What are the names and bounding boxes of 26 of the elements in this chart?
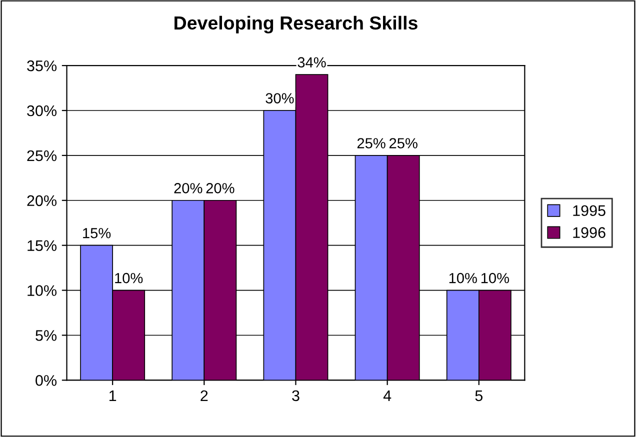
chart-title: Developing Research Skills bbox=[174, 16, 418, 34]
x-tick-label: 1 bbox=[109, 390, 116, 401]
legend-label: 1996 bbox=[573, 227, 606, 238]
data-label: 10% bbox=[481, 272, 510, 284]
data-label: 25% bbox=[389, 138, 418, 148]
data-label: 34% bbox=[298, 57, 326, 68]
data-label: 15% bbox=[83, 228, 111, 238]
y-tick-label: 30% bbox=[27, 105, 57, 116]
data-label: 25% bbox=[357, 138, 386, 148]
x-tick-label: 4 bbox=[383, 390, 392, 401]
data-label: 30% bbox=[266, 93, 294, 104]
data-label: 10% bbox=[449, 272, 477, 284]
x-tick-label: 2 bbox=[200, 390, 208, 401]
y-tick-label: 0% bbox=[36, 375, 57, 386]
y-tick-label: 35% bbox=[27, 60, 57, 72]
x-tick-label: 5 bbox=[475, 390, 483, 402]
data-label: 20% bbox=[174, 183, 202, 194]
y-tick-label: 10% bbox=[28, 285, 57, 296]
data-label: 20% bbox=[206, 183, 234, 194]
legend-label: 1995 bbox=[573, 205, 606, 216]
y-tick-label: 5% bbox=[36, 330, 57, 341]
y-tick-label: 20% bbox=[27, 195, 57, 206]
x-tick-label: 3 bbox=[292, 390, 300, 402]
data-label: 10% bbox=[115, 272, 143, 284]
y-tick-label: 15% bbox=[28, 240, 57, 252]
y-tick-label: 25% bbox=[27, 150, 57, 162]
